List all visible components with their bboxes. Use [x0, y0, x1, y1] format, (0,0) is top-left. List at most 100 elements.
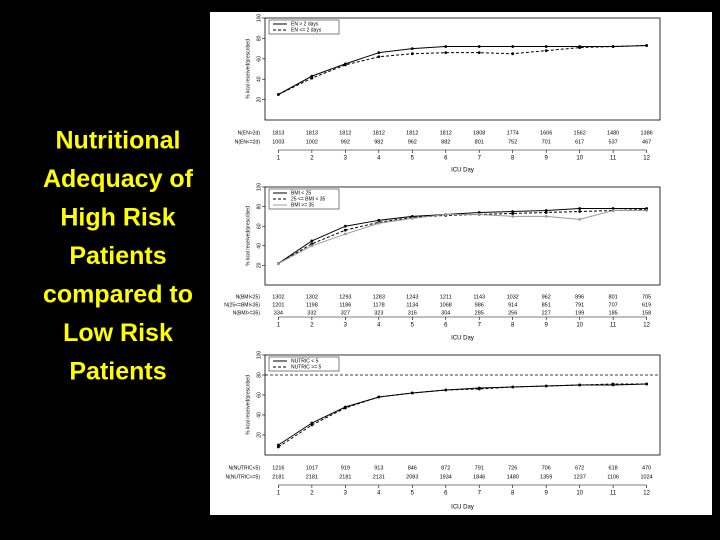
risk-count: 1480 — [507, 474, 519, 480]
data-point — [611, 45, 615, 48]
risk-count: 1302 — [272, 294, 284, 300]
risk-count: 256 — [508, 310, 517, 316]
data-point — [343, 224, 347, 228]
data-point — [578, 383, 582, 387]
x-tick-label: 2 — [310, 323, 314, 329]
data-point — [377, 51, 381, 55]
risk-count: 1812 — [339, 130, 351, 136]
data-point — [377, 221, 381, 225]
x-tick-label: 10 — [576, 491, 583, 497]
data-point — [578, 217, 582, 221]
data-point — [645, 209, 649, 212]
y-tick-label: 60 — [256, 56, 262, 62]
data-point — [544, 215, 548, 218]
data-point — [343, 63, 347, 67]
risk-count: 851 — [542, 302, 551, 308]
risk-count: 872 — [441, 465, 450, 471]
risk-count: 470 — [642, 465, 651, 471]
data-point — [578, 46, 582, 49]
x-tick-label: 6 — [444, 323, 448, 329]
data-point — [444, 45, 448, 48]
legend-box — [268, 19, 340, 35]
risk-count: 537 — [609, 139, 618, 145]
data-point — [377, 218, 381, 222]
data-point — [544, 49, 548, 53]
x-tick-label: 11 — [610, 156, 617, 162]
x-tick-label: 9 — [545, 491, 549, 497]
y-tick-label: 100 — [256, 14, 262, 23]
data-point — [578, 207, 582, 210]
risk-count: 1812 — [440, 130, 452, 136]
x-tick-label: 1 — [277, 323, 281, 329]
risk-count: 791 — [575, 302, 584, 308]
risk-count: 705 — [642, 294, 651, 300]
series-line — [278, 209, 647, 264]
legend-label: NUTRIC < 5 — [291, 358, 319, 364]
risk-count: 1808 — [473, 130, 485, 136]
risk-count: 1293 — [339, 294, 351, 300]
data-point — [410, 216, 414, 220]
risk-count: 227 — [542, 310, 551, 316]
risk-count: 801 — [609, 294, 618, 300]
y-tick-label: 40 — [256, 412, 262, 418]
data-point — [410, 52, 414, 56]
risk-count: 1846 — [473, 474, 485, 480]
risk-count: 158 — [642, 310, 651, 316]
risk-count: 2181 — [272, 474, 284, 480]
risk-count: 919 — [341, 465, 350, 471]
y-tick-label: 80 — [256, 372, 262, 378]
data-point — [511, 210, 515, 213]
risk-count: 752 — [508, 139, 517, 145]
risk-count: 726 — [508, 465, 517, 471]
x-tick-label: 8 — [511, 323, 515, 329]
y-axis-label: % kcal received/prescribed — [245, 375, 251, 435]
data-point — [310, 239, 314, 243]
data-point — [444, 51, 448, 55]
risk-count: 1606 — [540, 130, 552, 136]
y-tick-label: 60 — [256, 223, 262, 229]
data-point — [477, 51, 481, 55]
risk-count: 1003 — [272, 139, 284, 145]
y-tick-label: 20 — [256, 432, 262, 438]
risk-count: 791 — [475, 465, 484, 471]
risk-count: 1243 — [406, 294, 418, 300]
risk-count: 962 — [408, 139, 417, 145]
risk-count: 1186 — [339, 302, 351, 308]
risk-count: 1201 — [272, 302, 284, 308]
data-point — [444, 213, 448, 216]
x-tick-label: 9 — [545, 156, 549, 162]
x-tick-label: 2 — [310, 156, 314, 162]
plot-frame — [264, 17, 661, 121]
data-point — [310, 421, 314, 425]
plot-frame — [264, 354, 661, 456]
risk-count: 617 — [575, 139, 584, 145]
risk-count: 846 — [408, 465, 417, 471]
risk-count: 2083 — [406, 474, 418, 480]
x-tick-label: 10 — [576, 156, 583, 162]
x-tick-label: 2 — [310, 491, 314, 497]
x-tick-label: 6 — [444, 491, 448, 497]
y-tick-label: 20 — [256, 97, 262, 103]
data-point — [477, 211, 481, 214]
x-tick-label: 5 — [411, 323, 415, 329]
risk-count: 992 — [341, 139, 350, 145]
risk-count: 619 — [642, 302, 651, 308]
data-point — [544, 384, 548, 388]
y-tick-label: 80 — [256, 35, 262, 41]
data-point — [444, 388, 448, 392]
data-point — [544, 209, 548, 212]
risk-row-label: N(BMI<25) — [236, 294, 261, 300]
risk-row-label: N(EN>2d) — [238, 130, 261, 136]
data-point — [511, 45, 515, 48]
y-tick-label: 40 — [256, 243, 262, 249]
data-point — [377, 55, 381, 59]
risk-count: 1198 — [306, 302, 318, 308]
x-tick-label: 1 — [277, 491, 281, 497]
slide-title-line: Low Risk — [63, 319, 173, 347]
data-point — [410, 47, 414, 50]
risk-count: 199 — [575, 310, 584, 316]
risk-count: 1774 — [507, 130, 519, 136]
risk-count: 327 — [341, 310, 350, 316]
x-tick-label: 12 — [643, 156, 650, 162]
